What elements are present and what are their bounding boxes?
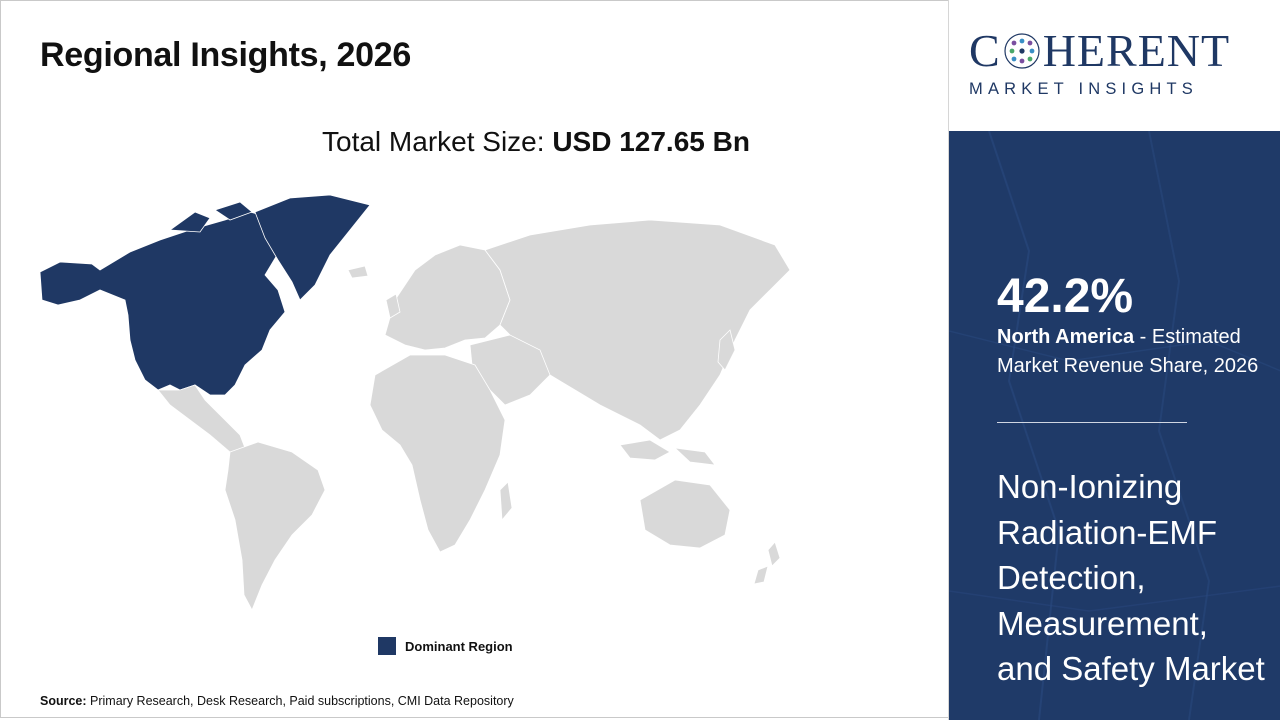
logo-globe-icon — [1004, 33, 1040, 69]
region-north-america — [39, 211, 286, 396]
share-region: North America — [997, 326, 1135, 348]
legend-swatch — [378, 637, 396, 655]
region-australia — [639, 479, 731, 549]
right-sidebar: C HERENT MARKET INSIGHTS 42.2% — [948, 0, 1280, 720]
total-value: USD 127.65 Bn — [552, 126, 750, 157]
source-note: Source: Primary Research, Desk Research,… — [40, 694, 514, 708]
world-map — [39, 194, 791, 611]
source-label: Source: — [40, 694, 87, 708]
share-caption: - Estimated Market Revenue Share, 2026 — [997, 326, 1259, 377]
source-text: Primary Research, Desk Research, Paid su… — [86, 694, 514, 708]
region-madagascar — [499, 481, 513, 522]
panel-texture — [949, 131, 1280, 720]
map-legend: Dominant Region — [378, 637, 513, 655]
total-label: Total Market Size: — [322, 126, 553, 157]
panel-divider — [997, 422, 1187, 423]
region-japan — [717, 329, 736, 371]
logo-letter-c: C — [969, 25, 1001, 76]
region-new-zealand — [753, 541, 781, 585]
region-arctic-islands — [168, 201, 253, 233]
share-description: North America - Estimated Market Revenue… — [997, 323, 1267, 381]
region-europe — [384, 244, 511, 351]
region-southeast-asia — [619, 439, 716, 466]
logo-subtitle: MARKET INSIGHTS — [969, 80, 1198, 98]
region-greenland — [254, 194, 371, 301]
region-central-america — [157, 384, 246, 453]
market-name: Non-Ionizing Radiation-EMF Detection, Me… — [997, 468, 1265, 687]
legend-label: Dominant Region — [405, 638, 513, 654]
total-market-size: Total Market Size: USD 127.65 Bn — [322, 126, 750, 158]
page-title: Regional Insights, 2026 — [40, 36, 411, 74]
content-frame — [0, 0, 948, 718]
region-asia — [484, 219, 791, 441]
logo-wordmark: C HERENT — [969, 28, 1269, 74]
region-africa — [369, 354, 506, 553]
region-south-america — [224, 441, 326, 611]
region-uk-iceland — [347, 265, 401, 319]
logo-letters-herent: HERENT — [1042, 25, 1231, 76]
share-percentage: 42.2% — [997, 270, 1134, 323]
company-logo: C HERENT MARKET INSIGHTS — [969, 28, 1269, 108]
insight-panel: 42.2% North America - Estimated Market R… — [949, 131, 1280, 720]
